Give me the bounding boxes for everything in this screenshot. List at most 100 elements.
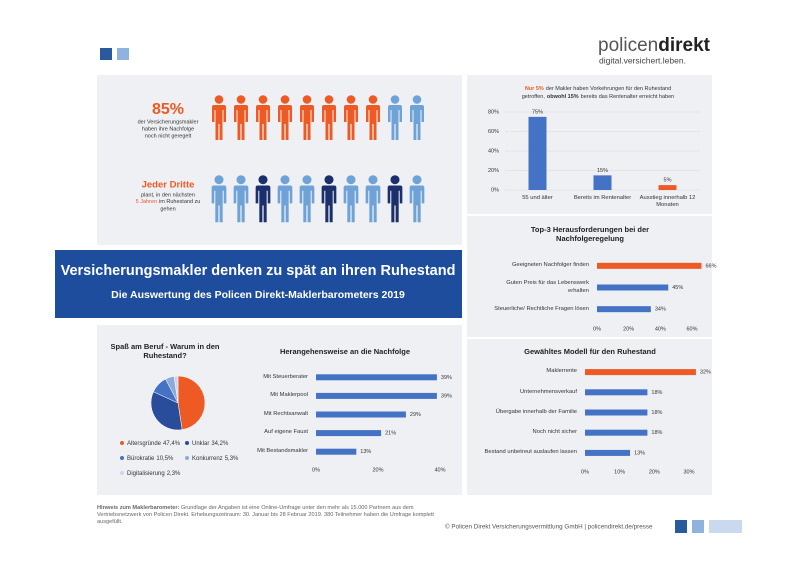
y-tick-label-box: Mit Steuerberater bbox=[263, 373, 308, 380]
legend-value: 5,3% bbox=[225, 456, 239, 462]
bar bbox=[597, 284, 669, 291]
x-tick-label: 20% bbox=[372, 467, 383, 473]
person-icon bbox=[344, 95, 358, 140]
legend-marker bbox=[120, 441, 124, 445]
y-tick-label: Guten Preis für das Lebenswerk erhalten bbox=[506, 280, 589, 294]
deco-square bbox=[100, 48, 112, 60]
person-icon bbox=[322, 95, 336, 140]
pie-slice bbox=[173, 375, 179, 404]
y-tick-label: Auf eigene Faust bbox=[264, 429, 308, 436]
legend-value: 34,2% bbox=[211, 441, 229, 447]
legend-entry: Unklar 34,2% bbox=[192, 441, 229, 447]
value-label: 32% bbox=[700, 370, 711, 376]
legend-name: Altersgründe bbox=[127, 441, 162, 447]
legend-value: 10,5% bbox=[156, 456, 174, 462]
head bbox=[258, 175, 268, 185]
y-tick-label: Unternehmensverkauf bbox=[519, 388, 577, 395]
person-icon bbox=[321, 175, 337, 223]
panel bbox=[467, 75, 712, 495]
head bbox=[346, 175, 356, 185]
body bbox=[365, 185, 381, 223]
legend-marker bbox=[185, 441, 189, 445]
deco-square bbox=[675, 520, 687, 533]
title-bold: obwohl 15% bbox=[547, 94, 579, 100]
y-tick-label: 0% bbox=[491, 187, 499, 193]
body bbox=[409, 185, 425, 223]
person-icon bbox=[211, 175, 227, 223]
y-tick-label-box: Noch nicht sicher bbox=[532, 429, 577, 436]
body bbox=[299, 185, 315, 223]
y-tick-label: Geeigneten Nachfolger finden bbox=[511, 262, 589, 269]
stat-text: noch nicht geregelt bbox=[145, 133, 192, 139]
y-tick-label-box: Übergabe innerhalb der Familie bbox=[496, 409, 577, 415]
head bbox=[412, 95, 422, 104]
value-label: 21% bbox=[385, 431, 396, 437]
person-icon bbox=[256, 95, 270, 140]
stat-headline: Jeder Dritte bbox=[142, 180, 195, 191]
bar bbox=[316, 448, 357, 455]
person-icon bbox=[300, 95, 314, 140]
legend-entry: Digitalisierung 2,3% bbox=[127, 471, 181, 477]
person-icon bbox=[278, 95, 292, 140]
head bbox=[302, 95, 312, 104]
legend-marker bbox=[120, 471, 124, 475]
footer-note-box: Hinweis zum Maklerbarometer: Grundlage d… bbox=[97, 505, 434, 525]
person-icon bbox=[410, 95, 424, 140]
bar bbox=[593, 175, 612, 190]
legend-value: 2,3% bbox=[167, 471, 181, 477]
pie-slice bbox=[150, 391, 183, 431]
y-tick-label: 40% bbox=[488, 148, 499, 154]
person-icon bbox=[255, 175, 271, 223]
head bbox=[236, 175, 246, 185]
x-tick-label: 0% bbox=[581, 469, 589, 475]
head bbox=[258, 95, 268, 104]
body bbox=[255, 185, 271, 223]
legend-name: Digitalisierung bbox=[127, 471, 165, 477]
banner-subtitle: Die Auswertung des Policen Direkt-Makler… bbox=[111, 289, 405, 301]
value-label: 13% bbox=[634, 450, 645, 456]
legend-value: 47,4% bbox=[163, 441, 181, 447]
stat-text: im Ruhestand zu bbox=[159, 199, 200, 205]
person-icon bbox=[212, 95, 226, 140]
x-tick-label: 20% bbox=[649, 469, 660, 475]
person-icon bbox=[387, 175, 403, 223]
person-icon bbox=[277, 175, 293, 223]
body bbox=[300, 105, 314, 140]
value-label: 45% bbox=[672, 285, 683, 291]
head bbox=[390, 175, 400, 185]
bar bbox=[585, 449, 631, 456]
deco-bar bbox=[709, 520, 742, 533]
title-part: der Makler haben Vorkehrungen für den Ru… bbox=[546, 86, 671, 92]
head bbox=[324, 95, 334, 104]
head bbox=[214, 175, 224, 185]
title-part: bereits das Rentenalter erreicht haben bbox=[581, 94, 675, 100]
y-tick-label: Noch nicht sicher bbox=[532, 429, 577, 436]
value-label: 18% bbox=[651, 410, 662, 416]
y-tick-label-box: Steuerliche/ Rechtliche Fragen lösen bbox=[494, 306, 589, 312]
y-tick-label: Mit Steuerberater bbox=[263, 373, 308, 380]
head bbox=[324, 175, 334, 185]
bar bbox=[316, 392, 437, 399]
bar bbox=[597, 262, 702, 269]
person-icon bbox=[234, 95, 248, 140]
value-label: 34% bbox=[655, 307, 666, 313]
head bbox=[412, 175, 422, 185]
note-text: Grundlage der Angaben ist eine Online-Um… bbox=[97, 505, 434, 525]
value-label: 13% bbox=[360, 449, 371, 455]
x-tick-label-box: Ausstieg innerhalb 12 Monaten bbox=[640, 195, 696, 208]
body bbox=[256, 105, 270, 140]
chart-title: Nur 5% der Makler haben Vorkehrungen für … bbox=[525, 86, 671, 92]
head bbox=[368, 175, 378, 185]
bar bbox=[597, 306, 651, 313]
x-tick-label: 0% bbox=[312, 467, 320, 473]
body bbox=[343, 185, 359, 223]
person-icon bbox=[299, 175, 315, 223]
y-tick-label: 20% bbox=[488, 168, 499, 174]
x-tick-label: 20% bbox=[623, 326, 634, 332]
person-icon bbox=[409, 175, 425, 223]
y-tick-label-box: Unternehmensverkauf bbox=[519, 388, 577, 395]
x-tick-label-box: Bereits im Rentenalter bbox=[574, 195, 631, 201]
y-tick-label-box: Guten Preis für das Lebenswerk erhalten bbox=[506, 280, 589, 294]
value-label: 29% bbox=[410, 412, 421, 418]
head bbox=[214, 95, 224, 104]
